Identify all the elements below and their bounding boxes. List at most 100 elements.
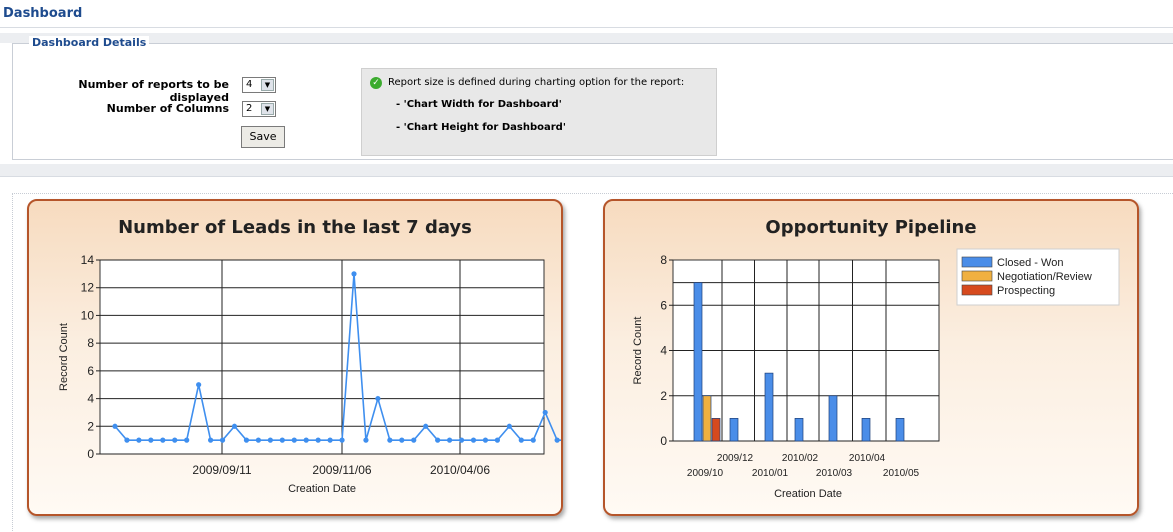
x-axis-title: Creation Date [774, 488, 842, 500]
title-divider [0, 27, 1173, 28]
leads-chart-title: Number of Leads in the last 7 days [118, 217, 472, 238]
dashboard-details-legend: Dashboard Details [29, 36, 150, 49]
data-point [351, 271, 357, 277]
y-tick-label: 2 [87, 419, 94, 433]
x-tick-label: 2009/09/11 [192, 463, 251, 477]
data-point [470, 437, 477, 443]
legend-label: Negotiation/Review [997, 271, 1092, 283]
data-point [363, 437, 369, 443]
columns-count-value: 2 [246, 103, 253, 114]
legend-swatch [961, 270, 993, 282]
y-tick-label: 0 [87, 447, 94, 461]
info-box: ✓ Report size is defined during charting… [361, 68, 717, 156]
data-point [124, 437, 130, 443]
data-point [231, 423, 238, 429]
data-point [160, 437, 166, 443]
bar [828, 395, 838, 442]
y-tick-label: 4 [660, 344, 667, 358]
bar [693, 282, 703, 442]
data-point [112, 423, 118, 429]
data-point [435, 437, 441, 443]
bar [895, 418, 905, 442]
x-tick-label: 2010/01 [752, 468, 789, 479]
info-item-width: - 'Chart Width for Dashboard' [396, 99, 562, 110]
info-item-height: - 'Chart Height for Dashboard' [396, 122, 566, 133]
save-button[interactable]: Save [241, 126, 285, 148]
legend-swatch [961, 256, 993, 268]
check-icon: ✓ [370, 77, 382, 89]
y-tick-label: 10 [81, 308, 95, 322]
data-point [291, 437, 297, 443]
pipeline-chart-title: Opportunity Pipeline [765, 217, 977, 238]
data-point [327, 437, 333, 443]
data-point [447, 437, 453, 443]
x-tick-label: 2009/11/06 [312, 463, 371, 477]
legend-label: Prospecting [997, 285, 1055, 297]
chevron-down-icon[interactable]: ▼ [261, 79, 274, 91]
data-point [255, 437, 261, 443]
columns-count-label: Number of Columns [106, 102, 229, 115]
section-band [0, 33, 1173, 43]
y-tick-label: 0 [660, 434, 667, 448]
y-tick-label: 2 [660, 389, 667, 403]
data-point [148, 437, 154, 443]
reports-count-label: Number of reports to be displayed [78, 78, 229, 104]
leads-chart-card: Number of Leads in the last 7 days 0 2 4 6 8… [27, 199, 563, 516]
x-tick-label: 2009/12 [717, 453, 754, 464]
y-tick-label: 6 [87, 364, 94, 378]
y-axis-title: Record Count [632, 317, 644, 385]
y-tick-label: 4 [87, 392, 94, 406]
data-point [411, 437, 417, 443]
data-point [542, 409, 548, 416]
y-tick-label: 12 [81, 281, 95, 295]
data-point [136, 437, 142, 443]
columns-count-select[interactable]: 2 ▼ [242, 101, 276, 117]
x-axis-title: Creation Date [288, 483, 356, 495]
reports-count-value: 4 [246, 79, 253, 90]
bar [702, 395, 712, 442]
x-tick-label: 2010/03 [816, 468, 853, 479]
x-tick-label: 2009/10 [687, 468, 724, 479]
legend-label: Closed - Won [997, 257, 1063, 269]
data-point [208, 437, 214, 443]
bar [729, 418, 739, 442]
bar [794, 418, 804, 442]
x-tick-label: 2010/05 [883, 468, 920, 479]
bar [764, 372, 774, 442]
y-axis-title: Record Count [58, 323, 70, 391]
data-point [482, 437, 489, 443]
bar [711, 418, 721, 442]
page-title: Dashboard [3, 6, 83, 21]
bar [861, 418, 871, 442]
x-tick-label: 2010/04/06 [430, 463, 490, 477]
pipeline-chart: 0 2 4 6 8 2009/10 2009/12 2010/01 2010/02 2010/03… [632, 248, 1120, 500]
data-point [184, 437, 190, 443]
legend-swatch [961, 284, 993, 296]
data-point [339, 437, 345, 443]
data-point [506, 423, 512, 429]
plot-area [99, 259, 545, 455]
data-point [423, 423, 429, 429]
data-point [554, 437, 560, 443]
x-tick-label: 2010/04 [849, 453, 886, 464]
dashboard-details-panel: Dashboard Details Number of reports to b… [12, 36, 1173, 160]
data-point [303, 437, 309, 443]
data-point [279, 437, 285, 443]
info-text: Report size is defined during charting o… [388, 77, 685, 88]
data-point [243, 437, 250, 443]
data-point [172, 437, 178, 443]
section-band [0, 164, 1173, 176]
data-point [315, 437, 321, 443]
y-tick-label: 8 [660, 253, 667, 267]
reports-count-select[interactable]: 4 ▼ [242, 77, 276, 93]
dashboard-frame [12, 193, 1173, 531]
y-tick-label: 6 [660, 298, 667, 312]
chevron-down-icon[interactable]: ▼ [261, 103, 274, 115]
data-point [387, 437, 393, 443]
data-point [518, 437, 524, 443]
data-point [399, 437, 405, 443]
leads-chart: 0 2 4 6 8 10 12 14 2009/09/11 2009/11/06 2010/04/0… [58, 253, 561, 495]
data-point [494, 437, 500, 443]
y-tick-label: 8 [87, 336, 94, 350]
data-point [375, 395, 381, 402]
